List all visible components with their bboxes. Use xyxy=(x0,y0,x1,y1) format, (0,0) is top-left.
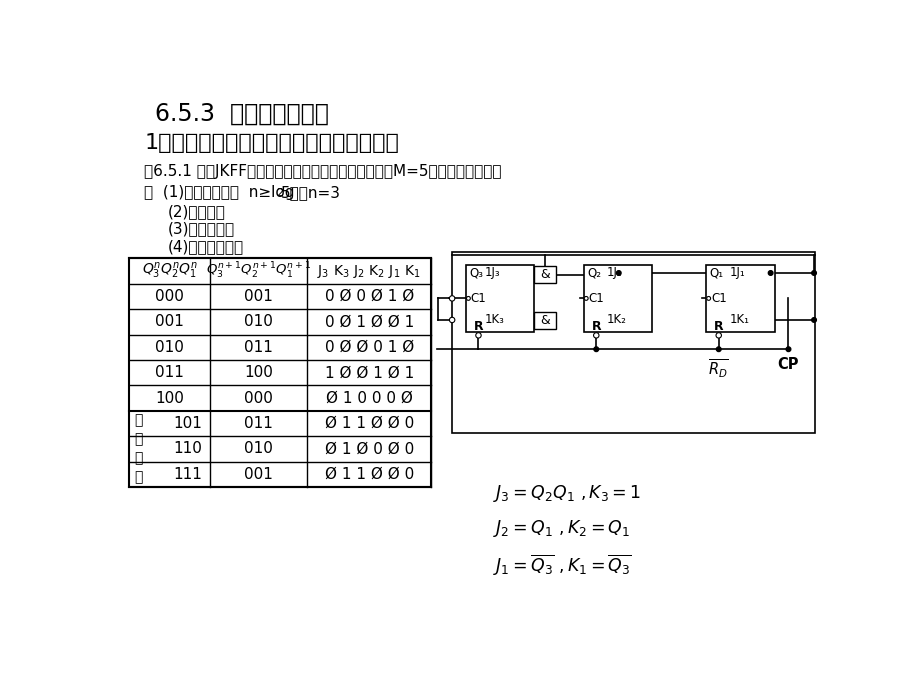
Text: $\overline{R_D}$: $\overline{R_D}$ xyxy=(708,357,728,380)
Text: Q₁: Q₁ xyxy=(709,266,722,279)
Bar xyxy=(466,264,534,333)
Bar xyxy=(451,253,814,433)
Text: 011: 011 xyxy=(244,416,273,431)
Text: 100: 100 xyxy=(244,365,273,380)
Text: 1K₁: 1K₁ xyxy=(729,313,749,326)
Text: Ø 1 1 Ø Ø 0: Ø 1 1 Ø Ø 0 xyxy=(324,467,414,482)
Text: 110: 110 xyxy=(173,442,202,457)
Text: Ø 1 Ø 0 Ø 0: Ø 1 Ø 0 Ø 0 xyxy=(324,442,414,457)
Circle shape xyxy=(616,270,620,275)
Circle shape xyxy=(594,347,598,351)
Text: Ø 1 1 Ø Ø 0: Ø 1 1 Ø Ø 0 xyxy=(324,416,414,431)
Text: (4)作逻辑电路图: (4)作逻辑电路图 xyxy=(167,239,244,254)
Text: $J_2 = Q_1\ ,K_2 = Q_1$: $J_2 = Q_1\ ,K_2 = Q_1$ xyxy=(493,518,630,539)
Text: 5，取n=3: 5，取n=3 xyxy=(280,185,340,200)
Text: 6.5.3  任意进制计数器: 6.5.3 任意进制计数器 xyxy=(155,102,329,126)
Text: 111: 111 xyxy=(173,467,202,482)
Circle shape xyxy=(811,270,815,275)
Text: Q₂: Q₂ xyxy=(586,266,600,279)
Text: $J_3 = Q_2 Q_1\ ,K_3 = 1$: $J_3 = Q_2 Q_1\ ,K_3 = 1$ xyxy=(493,483,641,504)
Circle shape xyxy=(466,297,470,300)
Text: $Q_3^{n+1}Q_2^{n+1}Q_1^{n+1}$: $Q_3^{n+1}Q_2^{n+1}Q_1^{n+1}$ xyxy=(206,261,311,281)
Text: R: R xyxy=(591,320,600,333)
Text: 0 Ø 1 Ø Ø 1: 0 Ø 1 Ø Ø 1 xyxy=(324,315,414,329)
Bar xyxy=(534,266,555,283)
Text: C1: C1 xyxy=(588,292,604,305)
Text: $\mathrm{J_3\ K_3\ J_2\ K_2\ J_1\ K_1}$: $\mathrm{J_3\ K_3\ J_2\ K_2\ J_1\ K_1}$ xyxy=(317,263,421,279)
Text: R: R xyxy=(473,320,482,333)
Text: 000: 000 xyxy=(155,289,184,304)
Text: 例6.5.1 试用JKFF和与非门设计按自然二进制码记数的M=5的同步加法记数器: 例6.5.1 试用JKFF和与非门设计按自然二进制码记数的M=5的同步加法记数器 xyxy=(144,164,502,179)
Text: 解  (1)求触发器级数  n≥log: 解 (1)求触发器级数 n≥log xyxy=(144,185,295,200)
Text: 2: 2 xyxy=(276,188,283,198)
Circle shape xyxy=(716,347,720,351)
Text: 1）用触发器和逻辑门设计任意进制计数器: 1）用触发器和逻辑门设计任意进制计数器 xyxy=(144,133,399,153)
Text: 1 Ø Ø 1 Ø 1: 1 Ø Ø 1 Ø 1 xyxy=(324,365,414,380)
Circle shape xyxy=(706,297,709,300)
Text: 0 Ø 0 Ø 1 Ø: 0 Ø 0 Ø 1 Ø xyxy=(324,289,414,304)
Text: 011: 011 xyxy=(244,339,273,355)
Circle shape xyxy=(811,317,815,322)
Text: 1K₂: 1K₂ xyxy=(607,313,627,326)
Text: &: & xyxy=(539,314,550,327)
Circle shape xyxy=(584,297,587,300)
Circle shape xyxy=(767,270,772,275)
Text: 100: 100 xyxy=(155,391,184,406)
Text: 偏: 偏 xyxy=(134,413,142,427)
Circle shape xyxy=(715,333,720,338)
Text: 离: 离 xyxy=(134,433,142,446)
Text: (3)求激励函数: (3)求激励函数 xyxy=(167,221,234,237)
Text: 状: 状 xyxy=(134,451,142,466)
Text: 001: 001 xyxy=(155,315,184,329)
Circle shape xyxy=(786,347,790,351)
Text: 000: 000 xyxy=(244,391,273,406)
Text: &: & xyxy=(539,268,550,281)
Bar xyxy=(534,313,555,329)
Circle shape xyxy=(448,296,454,301)
Text: 010: 010 xyxy=(244,315,273,329)
Text: C1: C1 xyxy=(471,292,486,305)
Text: 101: 101 xyxy=(173,416,202,431)
Text: 001: 001 xyxy=(244,467,273,482)
Text: 010: 010 xyxy=(155,339,184,355)
Text: 011: 011 xyxy=(155,365,184,380)
Text: (2)列综合表: (2)列综合表 xyxy=(167,204,225,219)
Text: $J_1 = \overline{Q_3}\ ,K_1 = \overline{Q_3}$: $J_1 = \overline{Q_3}\ ,K_1 = \overline{… xyxy=(493,553,631,578)
Text: 1J₂: 1J₂ xyxy=(607,266,622,279)
Text: R: R xyxy=(713,320,722,333)
Text: 001: 001 xyxy=(244,289,273,304)
Text: 1K₃: 1K₃ xyxy=(484,313,504,326)
Circle shape xyxy=(593,333,598,338)
Circle shape xyxy=(448,317,454,323)
Text: C1: C1 xyxy=(710,292,726,305)
Text: 1J₁: 1J₁ xyxy=(729,266,744,279)
Bar xyxy=(706,264,774,333)
Text: Q₃: Q₃ xyxy=(469,266,482,279)
Text: 0 Ø Ø 0 1 Ø: 0 Ø Ø 0 1 Ø xyxy=(324,339,414,355)
Text: 1J₃: 1J₃ xyxy=(484,266,500,279)
Bar xyxy=(584,264,652,333)
Text: 010: 010 xyxy=(244,442,273,457)
Bar xyxy=(129,258,431,487)
Text: $Q_3^n Q_2^n Q_1^n$: $Q_3^n Q_2^n Q_1^n$ xyxy=(142,261,198,281)
Circle shape xyxy=(475,333,481,338)
Text: CP: CP xyxy=(777,357,799,372)
Text: 态: 态 xyxy=(134,471,142,484)
Text: Ø 1 0 0 0 Ø: Ø 1 0 0 0 Ø xyxy=(325,391,413,406)
